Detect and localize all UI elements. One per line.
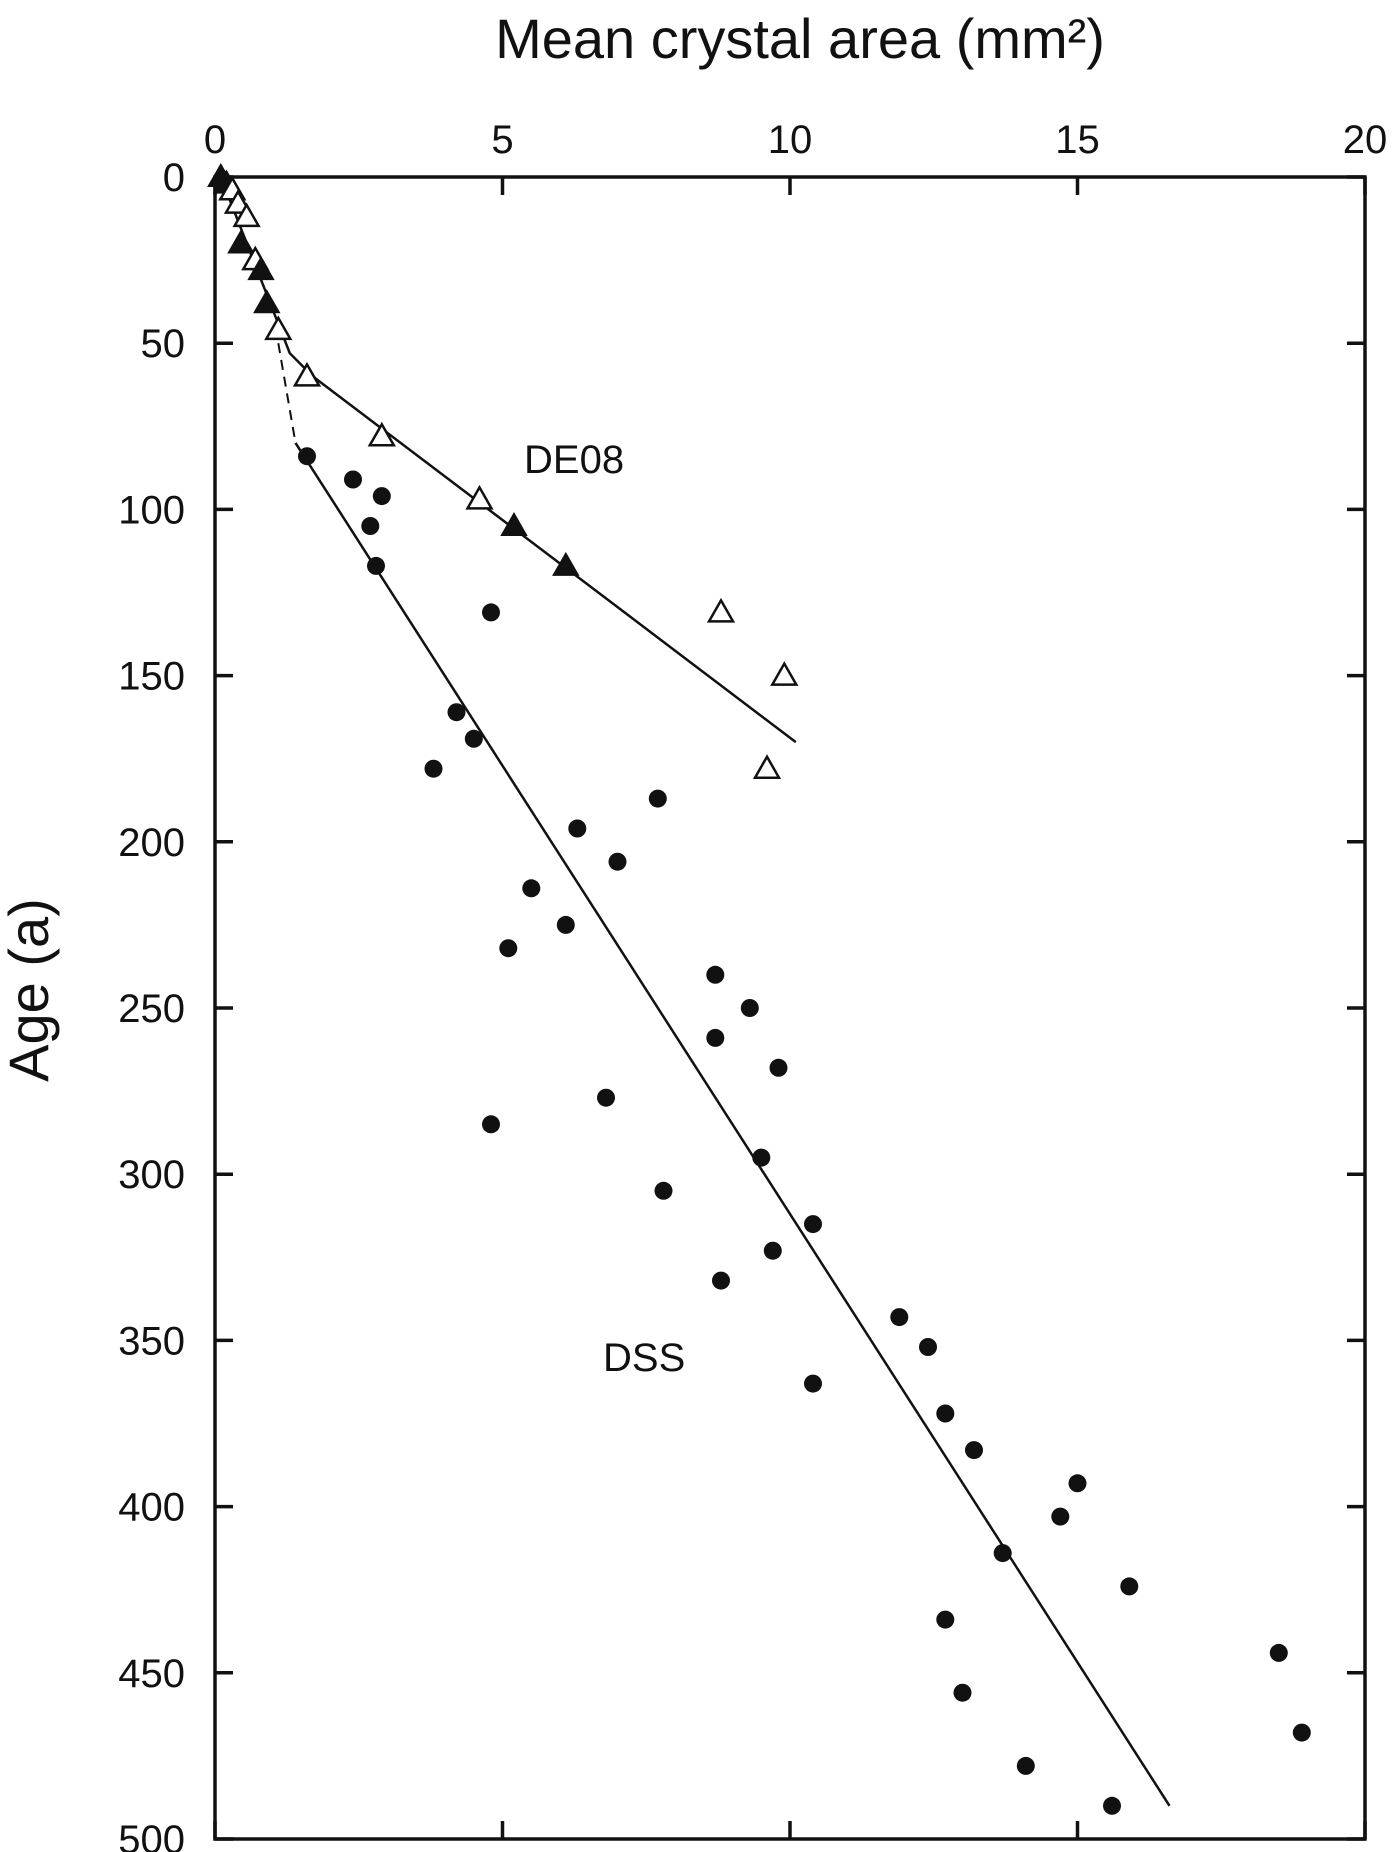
point-dss — [993, 1544, 1012, 1563]
point-dss — [499, 939, 518, 958]
point-dss — [936, 1404, 955, 1423]
point-dss — [804, 1215, 822, 1234]
point-de08 — [367, 421, 396, 447]
point-dss — [482, 1115, 500, 1134]
point-dss — [706, 965, 725, 984]
point-de08 — [232, 202, 261, 228]
x-tick-label: 5 — [491, 118, 513, 162]
point-de08 — [292, 361, 322, 387]
point-dss — [1068, 1474, 1087, 1493]
point-de08 — [264, 315, 293, 341]
point-dss — [1051, 1507, 1070, 1526]
point-dss — [712, 1271, 730, 1290]
point-dss — [936, 1610, 955, 1629]
y-tick-label: 200 — [118, 821, 185, 865]
y-tick-label: 400 — [118, 1486, 185, 1530]
x-tick-label: 0 — [204, 118, 226, 162]
fit-lines — [219, 176, 1171, 1807]
point-dss — [361, 517, 380, 535]
point-dss — [1016, 1756, 1035, 1775]
y-axis-title: Age (a) — [0, 898, 60, 1082]
point-dss — [447, 703, 466, 722]
point-de08 — [500, 511, 528, 536]
point-dss — [568, 819, 587, 838]
point-dss — [740, 999, 759, 1017]
y-tick-label: 500 — [118, 1818, 185, 1852]
series-label-de08: DE08 — [524, 438, 624, 482]
y-tick-label: 300 — [118, 1153, 185, 1197]
point-de08 — [752, 754, 782, 779]
point-dss — [804, 1374, 822, 1393]
connector-line-dss — [277, 343, 297, 444]
point-dss — [953, 1683, 972, 1702]
y-tick-label: 150 — [118, 655, 185, 699]
fit-line-dss — [294, 442, 1171, 1807]
y-tick-label: 50 — [141, 322, 186, 366]
y-tick-label: 350 — [118, 1319, 185, 1363]
point-dss — [556, 915, 575, 934]
point-dss — [1103, 1796, 1121, 1815]
y-axis-ticks: 0 50 100 150 200 250 300 350 400 450 500 — [118, 156, 1365, 1852]
point-dss — [654, 1181, 673, 1200]
x-axis-title: Mean crystal area (mm²) — [495, 7, 1105, 70]
point-dss — [367, 556, 385, 575]
point-de08 — [247, 256, 275, 281]
point-dss — [769, 1058, 788, 1077]
point-de08 — [552, 551, 580, 576]
point-dss — [597, 1088, 615, 1107]
point-dss — [890, 1308, 909, 1327]
series-label-dss: DSS — [603, 1336, 685, 1380]
y-tick-label: 0 — [163, 156, 185, 200]
point-dss — [298, 447, 316, 466]
point-dss — [763, 1241, 782, 1260]
point-dss — [752, 1148, 771, 1167]
y-tick-label: 100 — [118, 488, 185, 532]
point-dss — [424, 759, 443, 778]
x-tick-label: 10 — [768, 118, 813, 162]
x-axis-ticks: 0 5 10 15 20 — [204, 118, 1387, 1839]
point-dss — [608, 852, 627, 871]
point-dss — [482, 603, 500, 622]
point-dss — [522, 879, 541, 898]
point-de08 — [227, 229, 255, 254]
point-dss — [965, 1441, 983, 1460]
x-tick-label: 15 — [1055, 118, 1100, 162]
point-dss — [344, 470, 362, 489]
y-tick-label: 250 — [118, 987, 185, 1031]
point-dss — [648, 789, 667, 808]
point-dss — [1269, 1643, 1288, 1662]
point-dss — [372, 487, 391, 506]
plot-frame — [213, 175, 1367, 1841]
data-markers — [207, 162, 1311, 1815]
x-tick-label: 20 — [1343, 118, 1388, 162]
point-de08 — [465, 484, 494, 510]
y-tick-label: 450 — [118, 1652, 185, 1696]
point-de08 — [770, 661, 799, 686]
point-dss — [706, 1028, 725, 1047]
point-de08 — [706, 597, 736, 623]
point-de08 — [253, 289, 281, 314]
point-dss — [919, 1338, 937, 1356]
point-dss — [1292, 1723, 1311, 1742]
point-dss — [464, 729, 483, 748]
point-dss — [1120, 1577, 1139, 1596]
